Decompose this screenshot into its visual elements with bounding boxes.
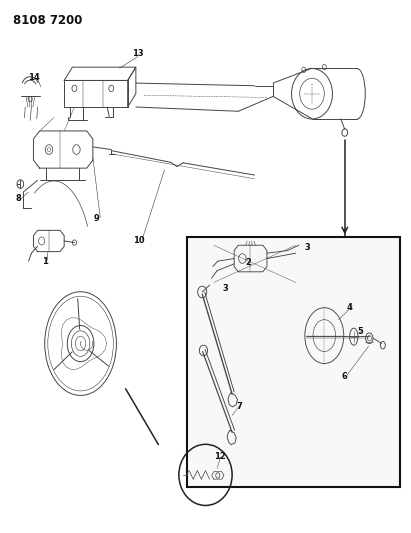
- Text: 10: 10: [133, 237, 145, 246]
- Text: 13: 13: [132, 50, 144, 58]
- Text: 5: 5: [358, 327, 363, 336]
- Text: 2: 2: [245, 258, 252, 266]
- Bar: [187, 237, 400, 487]
- Text: 12: 12: [214, 452, 226, 461]
- Text: 6: 6: [342, 372, 348, 381]
- Text: 9: 9: [94, 214, 100, 223]
- Text: 14: 14: [28, 73, 40, 82]
- Text: 7: 7: [236, 402, 242, 411]
- Text: 4: 4: [347, 303, 353, 312]
- Text: 3: 3: [304, 244, 310, 253]
- Text: 3: 3: [222, 284, 228, 293]
- Text: 1: 1: [42, 257, 48, 265]
- Text: 8: 8: [15, 195, 21, 204]
- Text: 8108 7200: 8108 7200: [13, 14, 82, 27]
